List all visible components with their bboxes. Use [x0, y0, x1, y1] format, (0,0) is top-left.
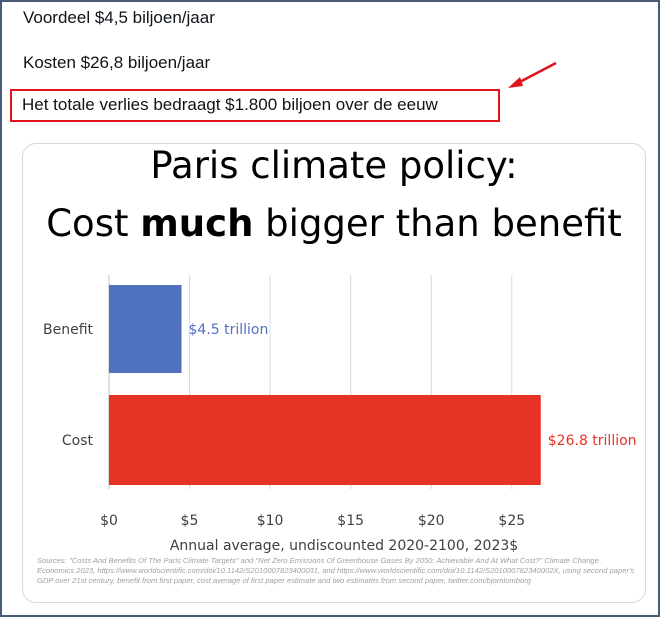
bar-benefit — [109, 285, 182, 373]
chart-sources-note: Sources: "Costs And Benefits Of The Pari… — [37, 556, 635, 585]
category-label-benefit: Benefit — [43, 322, 94, 338]
x-axis-title: Annual average, undiscounted 2020-2100, … — [170, 538, 518, 554]
x-tick-label-20: $20 — [418, 513, 445, 529]
data-label-cost: $26.8 trillion — [548, 433, 637, 449]
x-tick-label-15: $15 — [337, 513, 364, 529]
red-arrow-icon — [508, 61, 557, 88]
x-tick-label-25: $25 — [498, 513, 525, 529]
tweet-text-benefit: Voordeel $4,5 biljoen/jaar — [23, 8, 215, 27]
chart-title-line1: Paris climate policy: — [150, 144, 518, 187]
x-tick-label-0: $0 — [100, 513, 118, 529]
x-tick-label-10: $10 — [257, 513, 284, 529]
data-label-benefit: $4.5 trillion — [189, 322, 269, 338]
red-highlight-box — [10, 89, 500, 122]
bar-cost — [109, 395, 541, 485]
bar-chart: Benefit $4.5 trillion Cost $26.8 trillion $0… — [43, 275, 637, 554]
x-tick-label-5: $5 — [181, 513, 199, 529]
chart-image-card[interactable]: Paris climate policy: Cost much bigger t… — [22, 143, 646, 603]
tweet-text-cost: Kosten $26,8 biljoen/jaar — [23, 53, 211, 72]
chart-title-line2: Cost much bigger than benefit — [46, 202, 622, 245]
tweet-text-total-loss: Het totale verlies bedraagt $1.800 biljo… — [22, 95, 438, 114]
category-label-cost: Cost — [62, 433, 94, 449]
